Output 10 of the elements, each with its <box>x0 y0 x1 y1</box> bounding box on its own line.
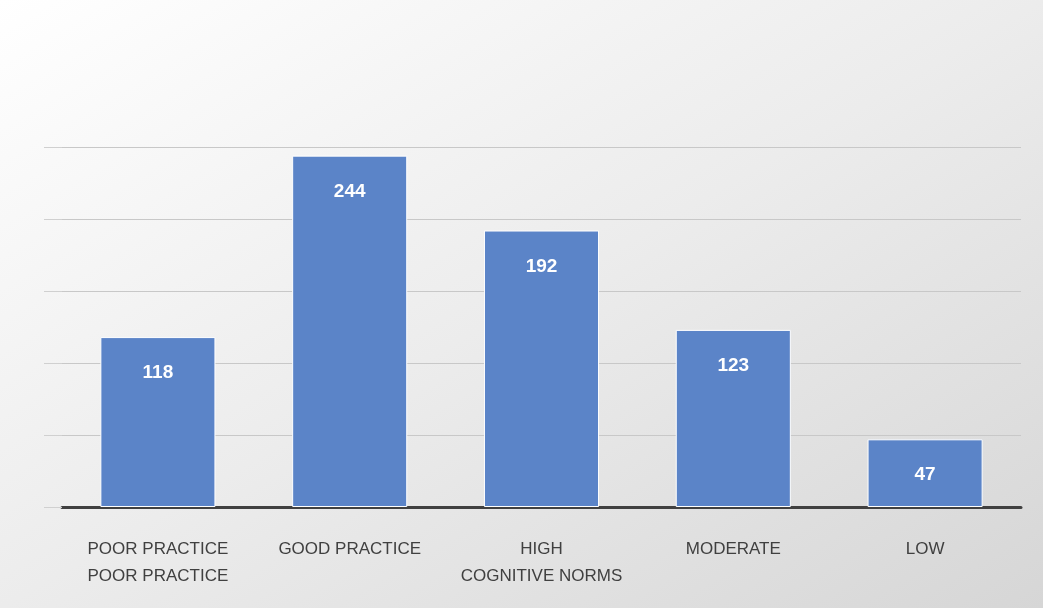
x-tick-label: POOR PRACTICE POOR PRACTICE <box>87 539 229 585</box>
x-tick-label: LOW <box>905 539 945 558</box>
data-label: 244 <box>333 179 366 201</box>
x-tick-label: MODERATE <box>685 539 781 558</box>
x-tick-label: HIGH COGNITIVE NORMS <box>460 539 623 585</box>
data-label: 47 <box>914 463 936 485</box>
data-label: 118 <box>142 361 174 383</box>
x-tick-label: GOOD PRACTICE <box>278 539 422 558</box>
data-label: 192 <box>525 254 558 276</box>
data-label: 123 <box>717 353 750 375</box>
